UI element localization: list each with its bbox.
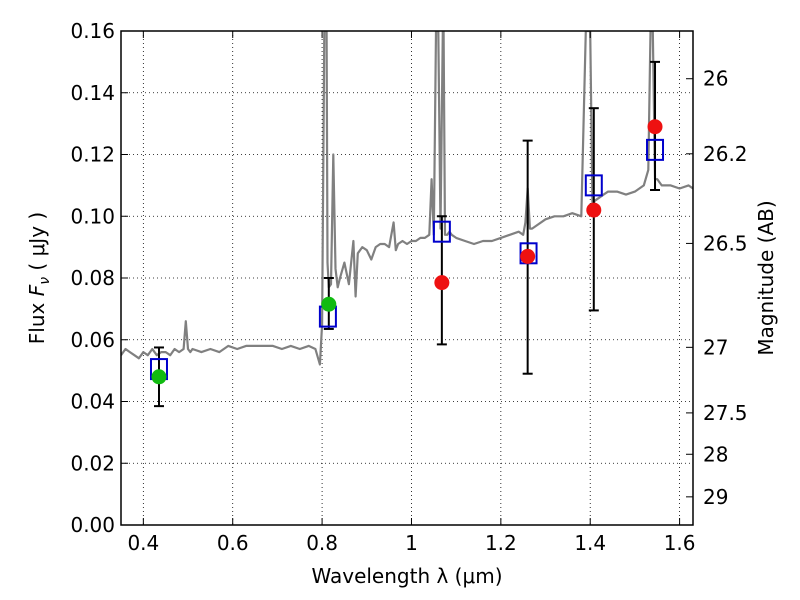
plot-area <box>121 31 693 408</box>
y-tick-label: 0.06 <box>70 328 115 352</box>
right-y-tick-label: 28 <box>703 442 728 466</box>
right-y-tick-label: 29 <box>703 485 728 509</box>
right-y-tick-label: 26 <box>703 67 728 91</box>
right-y-tick-label: 26.2 <box>703 142 748 166</box>
model-photometry-box <box>584 174 603 197</box>
x-tick-label: 0.6 <box>217 531 249 555</box>
model-photometry-box <box>432 220 451 243</box>
x-tick-label: 0.4 <box>127 531 159 555</box>
y-axis-label: Flux Fν ( μJy ) <box>25 212 53 344</box>
y-tick-label: 0.12 <box>70 143 115 167</box>
y-axis-label-prefix: Flux <box>25 296 49 344</box>
model-photometry-box <box>646 138 665 161</box>
observed-dot <box>151 369 167 385</box>
observed-dot <box>586 202 602 218</box>
y-tick-label: 0.00 <box>70 513 115 537</box>
y-tick-label: 0.10 <box>70 204 115 228</box>
right-y-tick-label: 27.5 <box>703 401 748 425</box>
right-y-tick-label: 26.5 <box>703 231 748 255</box>
observed-dot <box>520 248 536 264</box>
x-axis-label: Wavelength λ (μm) <box>311 564 502 588</box>
x-tick-label: 1 <box>405 531 418 555</box>
y-tick-label: 0.16 <box>70 19 115 43</box>
y-axis-label-symbol: F <box>25 284 49 296</box>
y-tick-label: 0.08 <box>70 266 115 290</box>
observed-dot <box>434 275 450 291</box>
y-axis-label-subscript: ν <box>37 277 53 285</box>
axis-ticks: 0.4 0.6 0.8 1 1.2 1.4 1.6 0.00 0.02 0.04 0.06 0.08 0… <box>70 19 747 555</box>
x-tick-label: 1.2 <box>485 531 517 555</box>
right-y-axis-label: Magnitude (AB) <box>754 200 778 355</box>
plot-frame <box>120 30 694 526</box>
x-tick-label: 1.6 <box>664 531 696 555</box>
right-y-tick-label: 27 <box>703 335 728 359</box>
y-tick-label: 0.04 <box>70 390 115 414</box>
x-tick-label: 1.4 <box>574 531 606 555</box>
observed-dot <box>321 296 337 312</box>
y-axis-label-suffix: ( μJy ) <box>25 212 49 277</box>
spectrum-line <box>121 31 693 366</box>
x-tick-label: 0.8 <box>306 531 338 555</box>
observed-dot <box>647 119 663 135</box>
y-tick-label: 0.02 <box>70 451 115 475</box>
grid-lines <box>121 30 693 526</box>
y-tick-label: 0.14 <box>70 81 115 105</box>
